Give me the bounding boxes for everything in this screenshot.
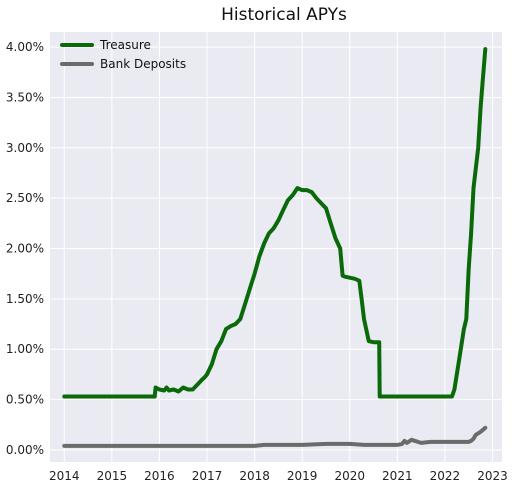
x-tick-label: 2019 [287,469,318,483]
y-tick-label: 2.00% [6,242,44,256]
series-line-0 [62,47,488,399]
y-tick-label: 1.50% [6,292,44,306]
x-tick-label: 2014 [49,469,80,483]
x-tick-label: 2015 [97,469,128,483]
legend-label: Treasure [99,38,151,52]
legend-label: Bank Deposits [100,57,186,71]
x-tick-label: 2017 [192,469,223,483]
x-tick-label: 2016 [144,469,175,483]
y-tick-label: 0.50% [6,393,44,407]
y-tick-label: 0.00% [6,443,44,457]
x-tick-label: 2020 [334,469,365,483]
x-tick-label: 2022 [430,469,461,483]
y-tick-label: 3.00% [6,141,44,155]
y-tick-label: 4.00% [6,40,44,54]
series-line-1 [62,425,488,448]
x-tick-label: 2018 [239,469,270,483]
x-tick-label: 2023 [477,469,508,483]
y-tick-label: 3.50% [6,90,44,104]
y-tick-label: 1.00% [6,342,44,356]
x-tick-label: 2021 [382,469,413,483]
chart-title: Historical APYs [221,5,347,25]
plot-area [50,32,502,462]
y-tick-label: 2.50% [6,191,44,205]
